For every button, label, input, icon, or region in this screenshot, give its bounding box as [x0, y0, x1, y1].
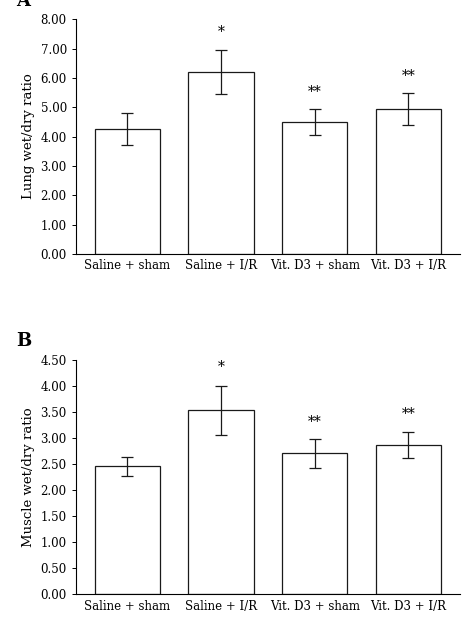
Text: **: **: [401, 407, 415, 421]
Text: A: A: [16, 0, 30, 10]
Bar: [282, 122, 347, 254]
Bar: [95, 466, 160, 594]
Bar: [375, 109, 441, 254]
Bar: [188, 72, 254, 254]
Bar: [95, 129, 160, 254]
Bar: [188, 410, 254, 594]
Bar: [375, 445, 441, 594]
Text: B: B: [16, 332, 32, 350]
Text: **: **: [401, 68, 415, 82]
Text: *: *: [218, 26, 224, 40]
Text: *: *: [218, 360, 224, 374]
Y-axis label: Muscle wet/dry ratio: Muscle wet/dry ratio: [22, 407, 35, 547]
Y-axis label: Lung wet/dry ratio: Lung wet/dry ratio: [22, 73, 35, 199]
Text: **: **: [308, 85, 321, 99]
Bar: [282, 454, 347, 594]
Text: **: **: [308, 415, 321, 429]
